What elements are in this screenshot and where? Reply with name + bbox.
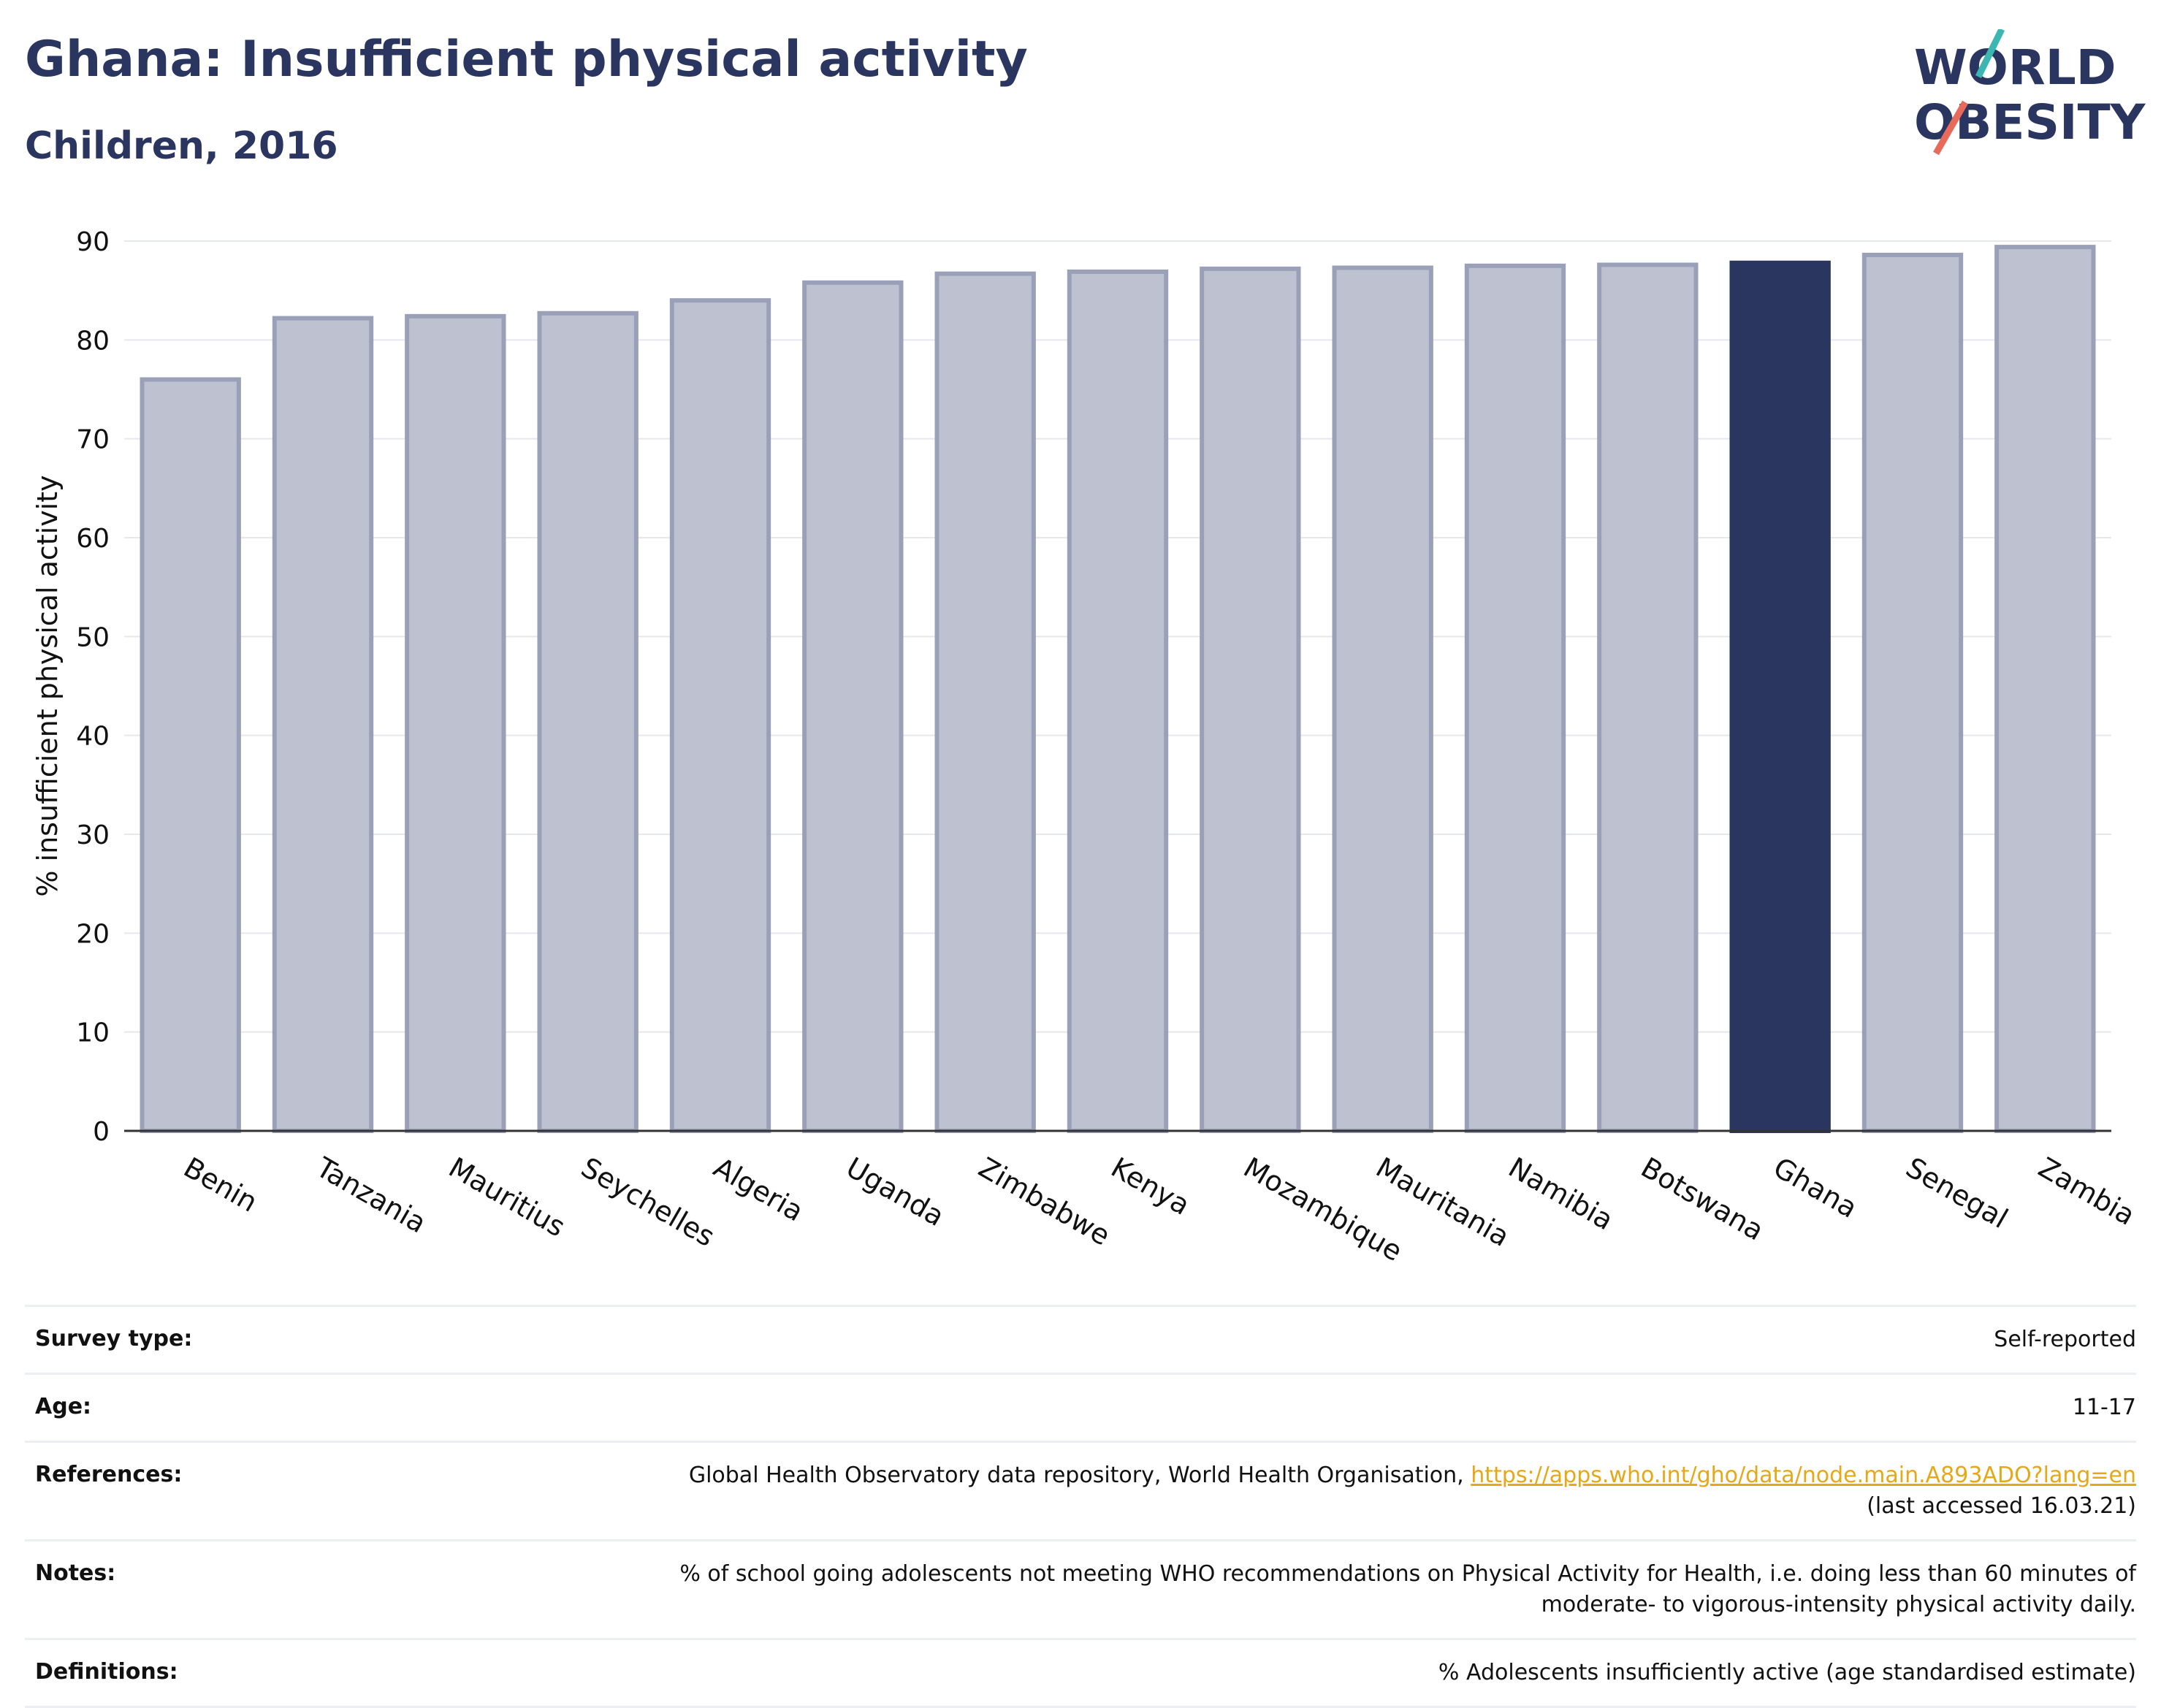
x-tick-label: Algeria [709,1151,809,1228]
bar-ghana [1729,260,1831,1134]
y-tick-label: 70 [76,425,110,455]
y-tick-label: 50 [76,622,110,652]
bar-tanzania [272,316,374,1133]
meta-label: Definitions: [35,1659,178,1685]
meta-value: % of school going adolescents not meetin… [679,1561,2136,1587]
x-tick-label: Senegal [1901,1151,2013,1235]
x-tick-label: Kenya [1106,1151,1196,1221]
bars [140,245,2096,1134]
bar-botswana [1597,262,1699,1134]
meta-value: 11-17 [2072,1395,2136,1420]
y-tick-label: 60 [76,524,110,554]
logo-text-obesity: OBESITY [1914,94,2146,150]
metadata-table: Survey type: Self-reported Age: 11-17 Re… [25,1305,2136,1708]
x-tick-label: Benin [178,1151,263,1219]
x-tick-label: Uganda [841,1151,950,1232]
bar-algeria [669,298,771,1134]
meta-row-definitions: Definitions: % Adolescents insufficientl… [25,1638,2136,1708]
y-axis-ticks: 0 10 20 30 40 50 60 70 80 90 [76,227,110,1147]
meta-label: Survey type: [35,1326,193,1351]
y-axis-label: % insufficient physical activity [31,475,64,896]
y-tick-label: 90 [76,227,110,257]
x-tick-label: Zambia [2033,1151,2141,1232]
world-obesity-logo: WORLD OBESITY [1914,29,2146,156]
page-title: Ghana: Insufficient physical activity [25,31,1028,88]
x-tick-label: Zimbabwe [973,1151,1116,1252]
logo-slash-red [1933,100,1968,156]
meta-label: Age: [35,1394,92,1419]
bar-kenya [1067,269,1169,1133]
meta-label: Notes: [35,1560,116,1586]
meta-row-age: Age: 11-17 [25,1373,2136,1441]
logo-text-world: WORLD [1914,39,2116,96]
bar-zambia [1994,245,2096,1134]
x-tick-label: Namibia [1503,1151,1619,1237]
bar-mauritius [405,313,506,1133]
meta-row-notes: Notes: % of school going adolescents not… [25,1539,2136,1638]
bar-seychelles [537,310,639,1133]
bar-mozambique [1200,266,1301,1134]
meta-row-survey-type: Survey type: Self-reported [25,1305,2136,1373]
bar-senegal [1861,252,1964,1134]
meta-label: References: [35,1462,183,1487]
y-tick-label: 80 [76,326,110,356]
reference-link[interactable]: https://apps.who.int/gho/data/node.main.… [1471,1463,2136,1488]
meta-value: Self-reported [1994,1327,2136,1352]
bar-uganda [802,280,904,1134]
y-tick-label: 0 [93,1117,110,1147]
y-tick-label: 30 [76,820,110,850]
bar-benin [140,377,241,1133]
x-tick-label: Ghana [1768,1151,1863,1224]
meta-row-references: References: Global Health Observatory da… [25,1441,2136,1539]
x-tick-label: Botswana [1636,1151,1769,1247]
x-tick-label: Mauritius [443,1151,571,1243]
bar-chart: 0 10 20 30 40 50 60 70 80 90 Benin Tanzania Mauriti… [31,227,2141,1267]
x-tick-label: Seychelles [576,1151,720,1253]
page-subtitle: Children, 2016 [25,124,338,168]
bar-mauritania [1332,265,1433,1133]
y-tick-label: 10 [76,1018,110,1048]
x-tick-label: Tanzania [310,1151,432,1239]
y-tick-label: 40 [76,722,110,752]
y-tick-label: 20 [76,919,110,949]
meta-value-continued: (last accessed 16.03.21) [1867,1493,2136,1519]
meta-value-continued: moderate- to vigorous-intensity physical… [1541,1592,2136,1617]
meta-value: Global Health Observatory data repositor… [688,1463,1464,1488]
bar-zimbabwe [934,271,1036,1133]
bar-namibia [1464,263,1566,1133]
logo-slash-teal [1975,29,2005,78]
meta-value: % Adolescents insufficiently active (age… [1438,1660,2136,1685]
